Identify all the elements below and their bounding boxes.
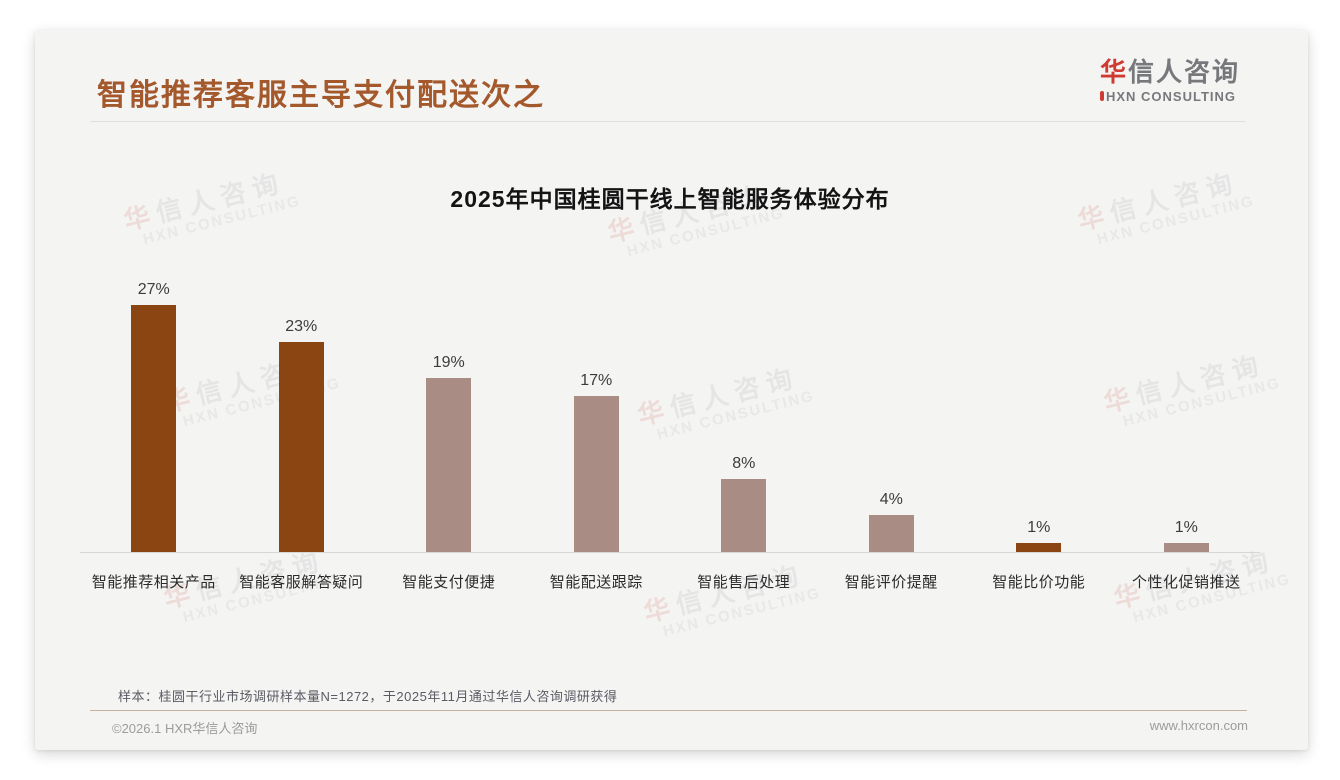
bar-value-label: 27% xyxy=(137,281,170,298)
bar xyxy=(721,479,767,552)
category-label: 智能推荐相关产品 xyxy=(91,574,216,591)
bar-value-label: 1% xyxy=(1174,519,1198,536)
watermark-subtext: HXN CONSULTING xyxy=(661,584,823,641)
chart-category-axis: 智能推荐相关产品 智能客服解答疑问 智能支付便捷 智能配送跟踪 智能售后处理 智能评价提醒… xyxy=(80,554,1260,592)
category-label: 智能比价功能 xyxy=(992,574,1086,591)
bar xyxy=(1163,543,1209,552)
sample-note: 样本：桂圆干行业市场调研样本量N=1272，于2025年11月通过华信人咨询调研… xyxy=(118,689,618,704)
logo-subtitle-text: HXN CONSULTING xyxy=(1105,88,1237,104)
copyright-text: ©2026.1 HXR华信人咨询 xyxy=(112,721,258,736)
bar xyxy=(131,305,177,552)
watermark-accent: 华 xyxy=(640,590,680,628)
bar xyxy=(868,515,914,552)
bar-value-label: 19% xyxy=(432,354,465,371)
bar-column: 19% xyxy=(375,354,523,552)
category-label: 智能评价提醒 xyxy=(844,574,938,591)
website-url: www.hxrcon.com xyxy=(1149,718,1248,733)
company-logo: 华信人咨询 HXN CONSULTING xyxy=(1099,57,1240,104)
bar xyxy=(278,342,324,552)
bar xyxy=(426,378,472,552)
bar-column: 4% xyxy=(818,491,966,552)
bar-column: 17% xyxy=(523,372,671,552)
chart-plot-area: 27% 23% 19% 17% 8% 4% 1% 1% xyxy=(80,268,1260,553)
bar-value-label: 17% xyxy=(580,372,613,389)
category-label: 智能客服解答疑问 xyxy=(239,574,364,591)
bar-value-label: 4% xyxy=(879,491,903,508)
chart-title: 2025年中国桂圆干线上智能服务体验分布 xyxy=(450,186,890,212)
footer: ©2026.1 HXR华信人咨询 www.hxrcon.com xyxy=(112,718,1248,737)
logo-accent-char: 华 xyxy=(1099,57,1128,87)
category-label: 智能支付便捷 xyxy=(402,574,496,591)
category-label: 智能售后处理 xyxy=(697,574,791,591)
bar-column: 8% xyxy=(670,455,818,552)
bar xyxy=(1016,543,1062,552)
logo-subtitle: HXN CONSULTING xyxy=(1099,88,1240,104)
logo-name-rest: 信人咨询 xyxy=(1127,57,1240,87)
category-label: 个性化促销推送 xyxy=(1131,574,1241,591)
bar-column: 1% xyxy=(1113,519,1261,552)
bar-column: 23% xyxy=(228,318,376,552)
bar xyxy=(573,396,619,552)
bar-value-label: 8% xyxy=(732,455,756,472)
watermark-accent: 华 xyxy=(604,210,644,248)
slide-card: 华信人咨询 HXN CONSULTING 华信人咨询 HXN CONSULTIN… xyxy=(35,30,1308,750)
logo-name: 华信人咨询 xyxy=(1099,57,1240,88)
bar-value-label: 1% xyxy=(1027,519,1051,536)
category-label: 智能配送跟踪 xyxy=(549,574,643,591)
bar-column: 1% xyxy=(965,519,1113,552)
footer-divider xyxy=(90,710,1247,711)
header-divider xyxy=(90,121,1245,122)
bar-value-label: 23% xyxy=(285,318,318,335)
bar-column: 27% xyxy=(80,281,228,552)
page-title: 智能推荐客服主导支付配送次之 xyxy=(97,79,545,112)
logo-accent-mark xyxy=(1099,91,1104,102)
